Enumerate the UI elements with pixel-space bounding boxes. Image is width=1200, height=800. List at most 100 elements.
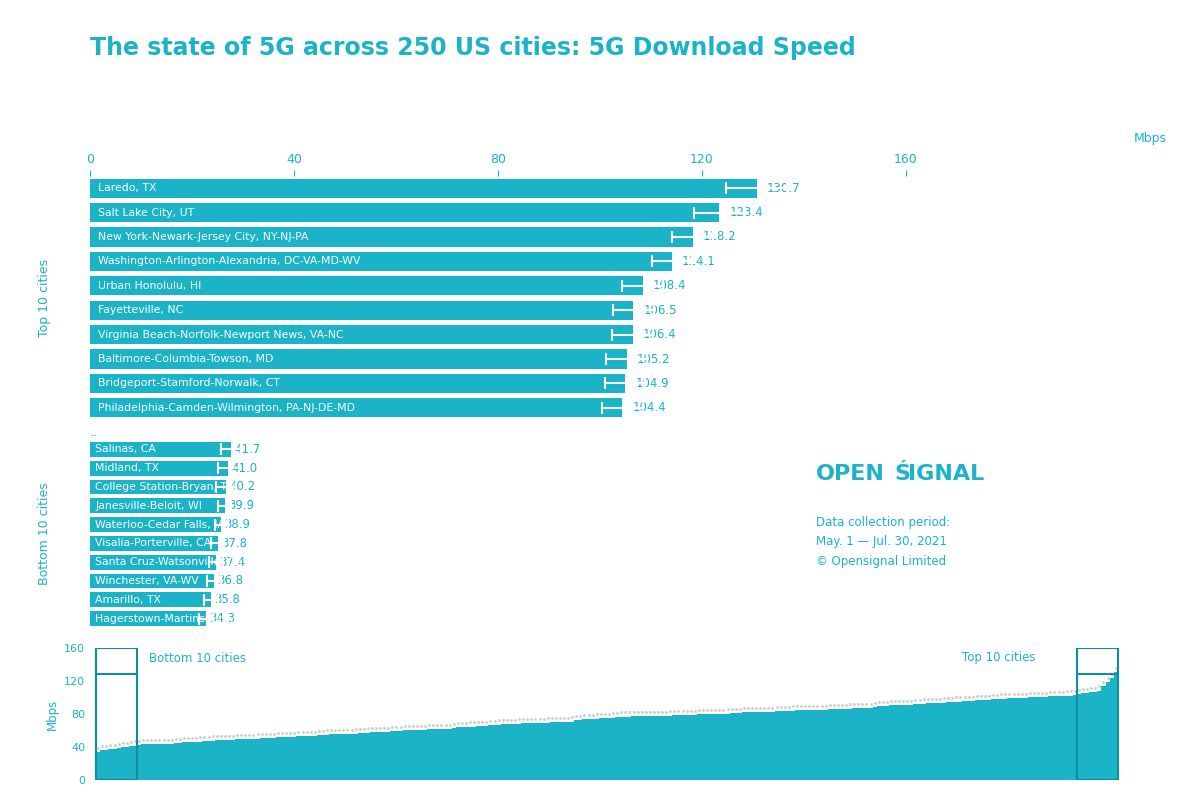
- Bar: [558, 722, 562, 780]
- Point: [386, 721, 406, 734]
- Bar: [664, 716, 668, 780]
- Bar: [1064, 696, 1069, 780]
- Point: [656, 705, 676, 718]
- Bar: [677, 715, 680, 780]
- Bar: [90, 350, 626, 369]
- Point: [665, 705, 684, 718]
- Point: [984, 689, 1003, 702]
- Point: [158, 734, 178, 746]
- Bar: [652, 716, 656, 780]
- Bar: [382, 732, 386, 780]
- Bar: [398, 731, 403, 780]
- Point: [930, 692, 949, 705]
- Point: [689, 704, 708, 717]
- Point: [734, 702, 754, 714]
- Text: Salinas, CA: Salinas, CA: [95, 445, 156, 454]
- Point: [828, 698, 847, 711]
- Point: [191, 731, 210, 744]
- Bar: [995, 698, 1000, 780]
- Point: [886, 694, 905, 707]
- Bar: [215, 740, 218, 780]
- Text: College Station-Bryan, TX: College Station-Bryan, TX: [95, 482, 234, 492]
- Bar: [521, 723, 526, 780]
- Point: [452, 717, 472, 730]
- Bar: [1036, 698, 1040, 780]
- Text: 104.4: 104.4: [632, 402, 666, 414]
- Text: OPEN: OPEN: [816, 464, 884, 484]
- Point: [914, 693, 934, 706]
- Bar: [492, 725, 497, 780]
- Text: 118.2: 118.2: [703, 230, 737, 243]
- Point: [869, 696, 888, 709]
- Text: 104.9: 104.9: [635, 377, 668, 390]
- Point: [959, 690, 978, 703]
- Bar: [566, 722, 570, 780]
- Bar: [264, 738, 268, 780]
- Point: [906, 694, 925, 706]
- Bar: [448, 729, 451, 780]
- Bar: [815, 710, 820, 780]
- Point: [587, 708, 606, 721]
- Point: [1012, 687, 1031, 700]
- Point: [138, 734, 157, 746]
- Point: [334, 723, 353, 736]
- Point: [514, 713, 533, 726]
- Point: [362, 722, 382, 734]
- Bar: [108, 749, 113, 780]
- Point: [432, 718, 451, 731]
- Bar: [872, 707, 877, 780]
- Point: [1025, 687, 1044, 700]
- Bar: [877, 706, 881, 780]
- Point: [526, 713, 545, 726]
- Point: [517, 713, 536, 726]
- Point: [746, 702, 766, 714]
- Bar: [480, 726, 485, 780]
- Point: [440, 718, 460, 731]
- Point: [624, 706, 643, 718]
- Text: 40.2: 40.2: [229, 481, 256, 494]
- Point: [702, 704, 721, 717]
- Bar: [599, 718, 602, 780]
- Point: [874, 695, 893, 708]
- Bar: [889, 706, 893, 780]
- Bar: [247, 739, 252, 780]
- Bar: [954, 702, 959, 780]
- Point: [682, 704, 701, 717]
- Point: [296, 726, 316, 738]
- Point: [767, 701, 786, 714]
- Bar: [546, 722, 550, 780]
- Bar: [820, 710, 823, 780]
- Bar: [946, 702, 950, 780]
- Bar: [464, 726, 468, 780]
- Point: [1008, 687, 1027, 700]
- Bar: [90, 178, 756, 198]
- Point: [935, 692, 954, 705]
- Point: [820, 698, 839, 711]
- Bar: [983, 700, 988, 780]
- Bar: [979, 701, 983, 780]
- Point: [1086, 682, 1105, 694]
- Bar: [194, 742, 198, 780]
- Point: [497, 714, 516, 726]
- Point: [641, 706, 660, 718]
- Point: [784, 700, 803, 713]
- Bar: [268, 738, 272, 780]
- Point: [833, 698, 852, 711]
- Point: [812, 699, 832, 712]
- Point: [563, 711, 582, 724]
- Bar: [149, 744, 154, 780]
- Bar: [680, 715, 685, 780]
- Bar: [570, 722, 575, 780]
- Bar: [415, 730, 419, 780]
- Point: [779, 700, 798, 713]
- Bar: [121, 747, 125, 780]
- Bar: [762, 712, 767, 780]
- Bar: [431, 730, 436, 780]
- Point: [918, 693, 937, 706]
- Bar: [90, 325, 632, 344]
- Point: [644, 706, 664, 718]
- Bar: [623, 717, 628, 780]
- Bar: [354, 734, 358, 780]
- Point: [877, 695, 896, 708]
- Bar: [779, 711, 782, 780]
